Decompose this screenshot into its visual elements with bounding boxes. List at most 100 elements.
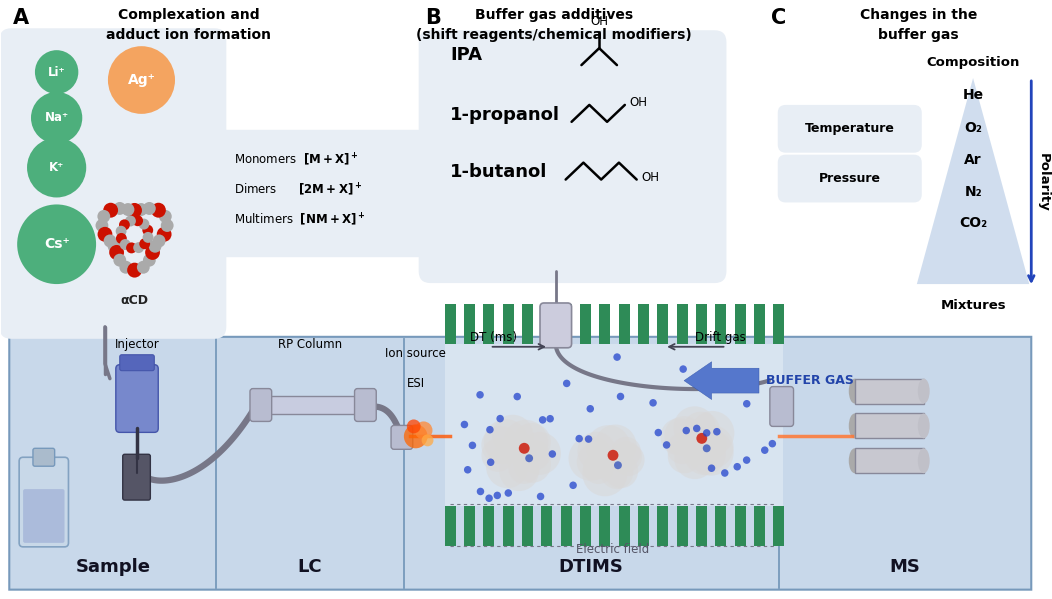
FancyBboxPatch shape xyxy=(23,489,64,543)
FancyBboxPatch shape xyxy=(464,304,476,344)
Circle shape xyxy=(569,482,576,489)
Circle shape xyxy=(103,202,118,217)
Circle shape xyxy=(119,219,129,230)
Circle shape xyxy=(486,445,528,488)
Circle shape xyxy=(586,425,631,470)
FancyBboxPatch shape xyxy=(33,448,55,466)
FancyBboxPatch shape xyxy=(754,506,765,546)
Circle shape xyxy=(674,437,715,479)
Circle shape xyxy=(683,426,690,434)
Circle shape xyxy=(125,216,136,226)
Circle shape xyxy=(151,202,166,217)
FancyBboxPatch shape xyxy=(250,389,271,422)
Circle shape xyxy=(98,210,110,223)
FancyBboxPatch shape xyxy=(773,506,784,546)
FancyBboxPatch shape xyxy=(419,31,727,283)
FancyBboxPatch shape xyxy=(503,506,513,546)
Polygon shape xyxy=(917,78,1029,284)
FancyBboxPatch shape xyxy=(777,155,922,202)
FancyBboxPatch shape xyxy=(854,448,924,473)
Circle shape xyxy=(142,225,154,235)
Circle shape xyxy=(35,50,78,94)
Circle shape xyxy=(407,419,421,433)
Text: 1-propanol: 1-propanol xyxy=(450,106,561,124)
Ellipse shape xyxy=(849,448,861,473)
Text: 1-butanol: 1-butanol xyxy=(450,162,548,180)
FancyBboxPatch shape xyxy=(619,506,629,546)
Text: (shift reagents/chemical modifiers): (shift reagents/chemical modifiers) xyxy=(416,28,692,43)
Circle shape xyxy=(464,466,471,474)
Circle shape xyxy=(649,399,656,407)
Text: Cs⁺: Cs⁺ xyxy=(44,237,69,251)
Circle shape xyxy=(133,215,143,226)
Circle shape xyxy=(103,234,117,247)
Text: CO₂: CO₂ xyxy=(959,216,987,231)
Circle shape xyxy=(134,242,144,253)
Circle shape xyxy=(708,464,715,472)
Text: Changes in the: Changes in the xyxy=(861,8,977,22)
FancyBboxPatch shape xyxy=(854,413,924,438)
Circle shape xyxy=(673,406,716,449)
FancyBboxPatch shape xyxy=(355,389,377,422)
Circle shape xyxy=(27,138,86,198)
Text: Electric field: Electric field xyxy=(576,543,650,556)
Text: He: He xyxy=(963,88,984,102)
Circle shape xyxy=(139,219,149,229)
FancyBboxPatch shape xyxy=(391,425,412,449)
Circle shape xyxy=(145,245,160,260)
Circle shape xyxy=(539,416,546,423)
Circle shape xyxy=(139,238,150,249)
Text: Monomers  $\mathbf{[M+X]^+}$: Monomers $\mathbf{[M+X]^+}$ xyxy=(235,152,359,168)
FancyBboxPatch shape xyxy=(0,28,226,339)
Circle shape xyxy=(513,445,551,483)
Circle shape xyxy=(721,469,729,477)
Circle shape xyxy=(120,261,133,274)
Circle shape xyxy=(743,400,750,407)
Circle shape xyxy=(743,456,750,464)
Circle shape xyxy=(585,435,592,443)
FancyBboxPatch shape xyxy=(484,506,494,546)
Circle shape xyxy=(143,254,156,267)
Circle shape xyxy=(482,426,520,464)
Circle shape xyxy=(608,450,619,461)
FancyBboxPatch shape xyxy=(777,105,922,153)
FancyBboxPatch shape xyxy=(580,506,591,546)
Circle shape xyxy=(109,245,124,260)
Circle shape xyxy=(537,492,544,500)
FancyBboxPatch shape xyxy=(522,506,533,546)
Text: N₂: N₂ xyxy=(965,184,982,198)
FancyArrow shape xyxy=(684,362,758,400)
Circle shape xyxy=(594,425,636,467)
Ellipse shape xyxy=(849,379,861,404)
Text: Ion source: Ion source xyxy=(385,347,446,360)
FancyBboxPatch shape xyxy=(773,304,784,344)
Circle shape xyxy=(482,438,514,472)
Circle shape xyxy=(563,380,570,387)
Circle shape xyxy=(703,429,710,437)
Text: Composition: Composition xyxy=(927,56,1019,69)
Circle shape xyxy=(713,428,721,435)
Circle shape xyxy=(668,440,701,473)
Circle shape xyxy=(96,219,108,232)
Circle shape xyxy=(703,444,711,452)
Circle shape xyxy=(525,454,533,462)
FancyBboxPatch shape xyxy=(639,506,649,546)
Circle shape xyxy=(520,440,550,470)
Circle shape xyxy=(98,227,113,242)
FancyBboxPatch shape xyxy=(19,457,68,547)
Text: Injector: Injector xyxy=(115,338,160,351)
Circle shape xyxy=(693,425,701,432)
Circle shape xyxy=(690,411,734,455)
FancyBboxPatch shape xyxy=(542,506,552,546)
Circle shape xyxy=(616,393,624,400)
Circle shape xyxy=(114,202,126,215)
Circle shape xyxy=(682,412,721,450)
Circle shape xyxy=(503,420,548,465)
Circle shape xyxy=(108,46,175,114)
Circle shape xyxy=(508,453,540,484)
Circle shape xyxy=(583,453,614,484)
Circle shape xyxy=(583,451,627,497)
Text: BUFFER GAS: BUFFER GAS xyxy=(766,374,854,387)
Text: Mixtures: Mixtures xyxy=(940,299,1006,312)
Circle shape xyxy=(548,450,557,458)
